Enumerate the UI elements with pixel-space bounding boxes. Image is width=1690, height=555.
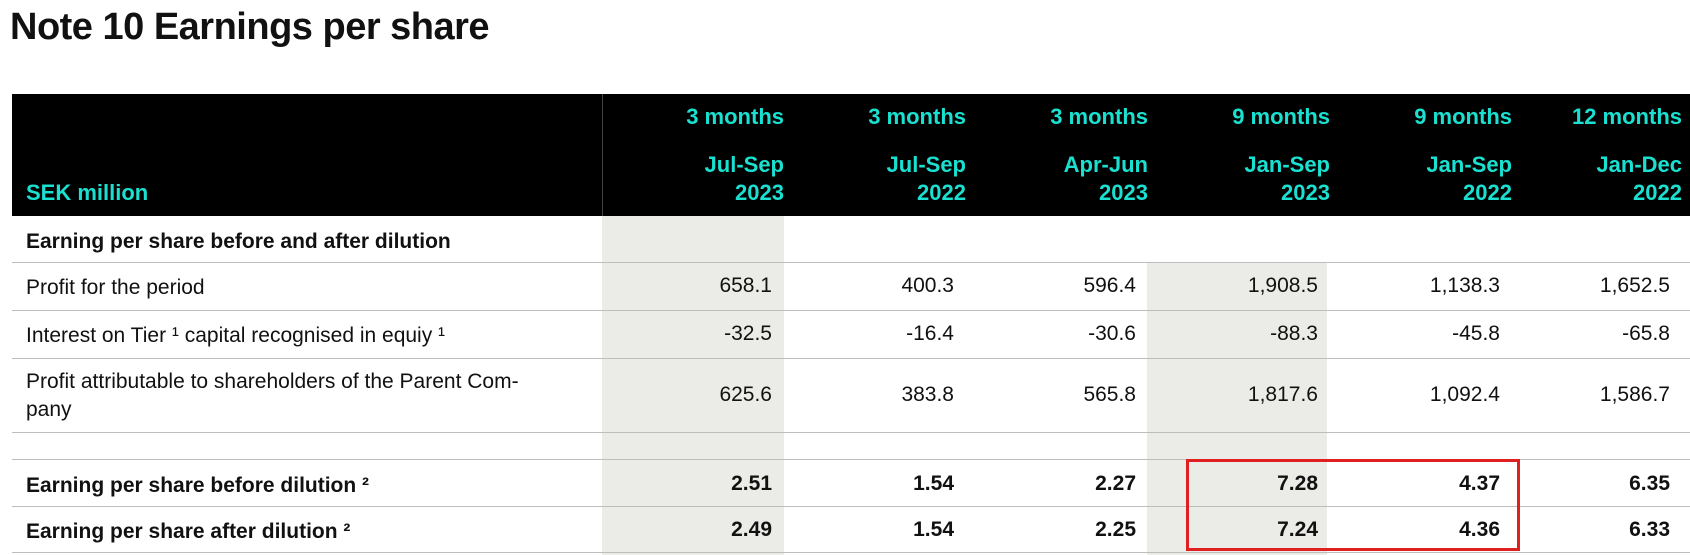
header-range: Apr-Jun: [1063, 152, 1148, 177]
cell-value: 1.54: [913, 518, 954, 541]
shade-col-1: [602, 216, 784, 555]
header-year: 2023: [1099, 180, 1148, 205]
section-heading: Earning per share before and after dilut…: [26, 230, 451, 253]
highlight-box: [1186, 459, 1520, 551]
cell-value: 1,908.5: [1247, 274, 1318, 297]
header-year: 2023: [1281, 180, 1330, 205]
header-col-4: 9 months Jan-Sep 2023: [1160, 94, 1330, 216]
header-year: 2022: [1463, 180, 1512, 205]
header-range: Jan-Sep: [1426, 152, 1512, 177]
row-divider: [12, 552, 1690, 553]
cell-value: 1.54: [913, 472, 954, 495]
header-year: 2022: [917, 180, 966, 205]
cell-value: 1,586.7: [1599, 383, 1670, 406]
cell-value: 1,138.3: [1429, 274, 1500, 297]
cell-value: 7.24: [1277, 518, 1318, 541]
row-divider: [12, 310, 1690, 311]
row-label: Earning per share before dilution ²: [26, 474, 370, 497]
cell-value: 596.4: [1083, 274, 1136, 297]
cell-value: 4.36: [1459, 518, 1500, 541]
header-range: Jul-Sep: [886, 152, 966, 177]
table-header: 3 months Jul-Sep 2023 3 months Jul-Sep 2…: [12, 94, 1690, 216]
header-col-5: 9 months Jan-Sep 2022: [1342, 94, 1512, 216]
cell-value: -30.6: [1088, 322, 1136, 345]
cell-value: -16.4: [906, 322, 954, 345]
header-separator: [602, 94, 603, 216]
cell-value: 565.8: [1083, 383, 1136, 406]
cell-value: 2.27: [1095, 472, 1136, 495]
header-period: 9 months: [1232, 104, 1330, 129]
row-divider: [12, 459, 1690, 460]
cell-value: 1,092.4: [1429, 383, 1500, 406]
row-label: Interest on Tier ¹ capital recognised in…: [26, 324, 446, 347]
header-period: 3 months: [868, 104, 966, 129]
cell-value: 6.33: [1629, 518, 1670, 541]
page-title: Note 10 Earnings per share: [10, 6, 490, 48]
header-col-3: 3 months Apr-Jun 2023: [978, 94, 1148, 216]
header-range: Jan-Dec: [1596, 152, 1682, 177]
row-divider: [12, 262, 1690, 263]
row-label-line1: Profit attributable to shareholders of t…: [26, 370, 519, 393]
cell-value: 4.37: [1459, 472, 1500, 495]
row-label: Earning per share after dilution ²: [26, 520, 351, 543]
row-label-line2: pany: [26, 398, 72, 421]
cell-value: 2.25: [1095, 518, 1136, 541]
header-year: 2023: [735, 180, 784, 205]
cell-value: 1,652.5: [1599, 274, 1670, 297]
header-period: 3 months: [1050, 104, 1148, 129]
header-col-6: 12 months Jan-Dec 2022: [1512, 94, 1682, 216]
cell-value: 2.51: [731, 472, 772, 495]
cell-value: 400.3: [901, 274, 954, 297]
cell-value: 1,817.6: [1247, 383, 1318, 406]
cell-value: -65.8: [1622, 322, 1670, 345]
row-divider: [12, 358, 1690, 359]
row-divider: [12, 506, 1690, 507]
cell-value: 2.49: [731, 518, 772, 541]
header-range: Jan-Sep: [1244, 152, 1330, 177]
cell-value: -32.5: [724, 322, 772, 345]
row-label: Profit for the period: [26, 276, 205, 299]
header-col-1: 3 months Jul-Sep 2023: [614, 94, 784, 216]
unit-label: SEK million: [26, 180, 149, 205]
header-period: 12 months: [1571, 104, 1682, 129]
header-col-2: 3 months Jul-Sep 2022: [796, 94, 966, 216]
header-period: 9 months: [1414, 104, 1512, 129]
header-year: 2022: [1633, 180, 1682, 205]
cell-value: -45.8: [1452, 322, 1500, 345]
cell-value: 383.8: [901, 383, 954, 406]
cell-value: -88.3: [1270, 322, 1318, 345]
header-period: 3 months: [686, 104, 784, 129]
row-divider: [12, 432, 1690, 433]
cell-value: 6.35: [1629, 472, 1670, 495]
cell-value: 625.6: [719, 383, 772, 406]
cell-value: 658.1: [719, 274, 772, 297]
header-range: Jul-Sep: [704, 152, 784, 177]
cell-value: 7.28: [1277, 472, 1318, 495]
